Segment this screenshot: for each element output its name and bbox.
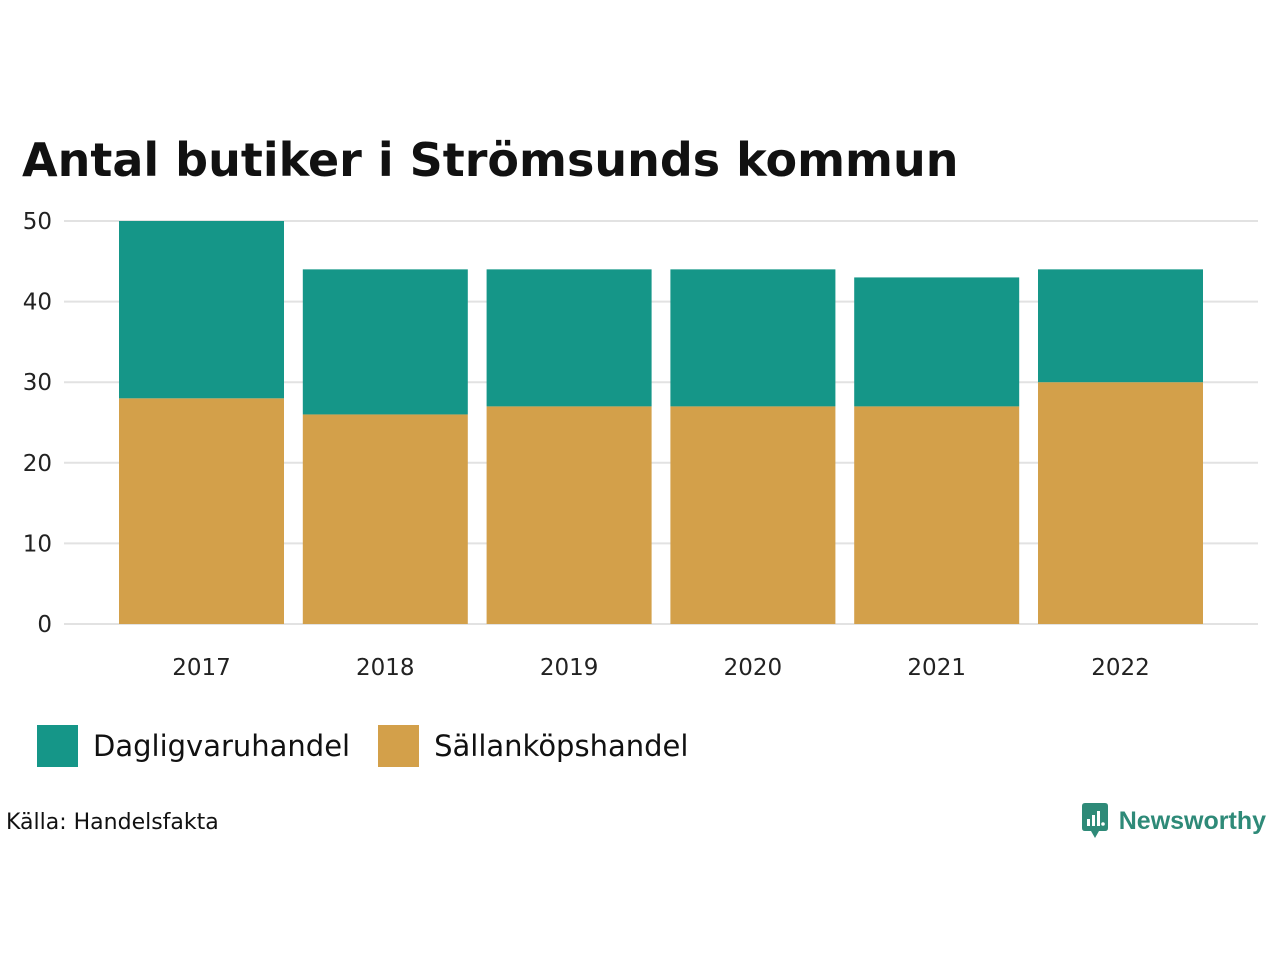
- legend-label-sallankopshandel: Sällanköpshandel: [434, 729, 689, 763]
- brand-name: Newsworthy: [1118, 807, 1266, 835]
- newsworthy-logo-icon: [1081, 802, 1109, 840]
- y-tick-label: 10: [23, 531, 52, 557]
- source-note: Källa: Handelsfakta: [6, 810, 219, 835]
- bar-2017-sällanköpshandel: [119, 398, 284, 624]
- brand-logo[interactable]: Newsworthy: [1081, 802, 1266, 840]
- bar-2019-sällanköpshandel: [486, 406, 652, 624]
- y-tick-label: 0: [37, 612, 52, 638]
- bar-2022-dagligvaruhandel: [1038, 269, 1203, 383]
- bar-2019-dagligvaruhandel: [486, 269, 652, 407]
- x-tick-label: 2021: [907, 655, 966, 681]
- bar-2020-sällanköpshandel: [670, 406, 836, 624]
- y-tick-label: 40: [23, 290, 52, 316]
- bar-2021-dagligvaruhandel: [854, 277, 1020, 407]
- bar-2017-dagligvaruhandel: [119, 221, 284, 399]
- x-tick-label: 2020: [724, 655, 783, 681]
- legend-item-sallankopshandel: Sällanköpshandel: [378, 725, 688, 767]
- bar-2022-sällanköpshandel: [1038, 382, 1203, 624]
- chart-title: Antal butiker i Strömsunds kommun: [22, 133, 959, 187]
- x-tick-label: 2022: [1091, 655, 1150, 681]
- legend-label-dagligvaruhandel: Dagligvaruhandel: [93, 729, 351, 763]
- bar-2018-sällanköpshandel: [302, 414, 468, 624]
- legend: Dagligvaruhandel Sällanköpshandel: [37, 725, 716, 767]
- legend-item-dagligvaruhandel: Dagligvaruhandel: [37, 725, 350, 767]
- y-tick-label: 30: [23, 370, 52, 396]
- bar-2018-dagligvaruhandel: [302, 269, 468, 415]
- legend-swatch-dagligvaruhandel: [37, 725, 78, 767]
- bar-2020-dagligvaruhandel: [670, 269, 836, 407]
- x-tick-label: 2019: [540, 655, 599, 681]
- y-tick-label: 20: [23, 451, 52, 477]
- x-tick-label: 2018: [356, 655, 415, 681]
- x-tick-label: 2017: [172, 655, 231, 681]
- bar-2021-sällanköpshandel: [854, 406, 1020, 624]
- y-tick-label: 50: [23, 209, 52, 235]
- legend-swatch-sallankopshandel: [378, 725, 420, 767]
